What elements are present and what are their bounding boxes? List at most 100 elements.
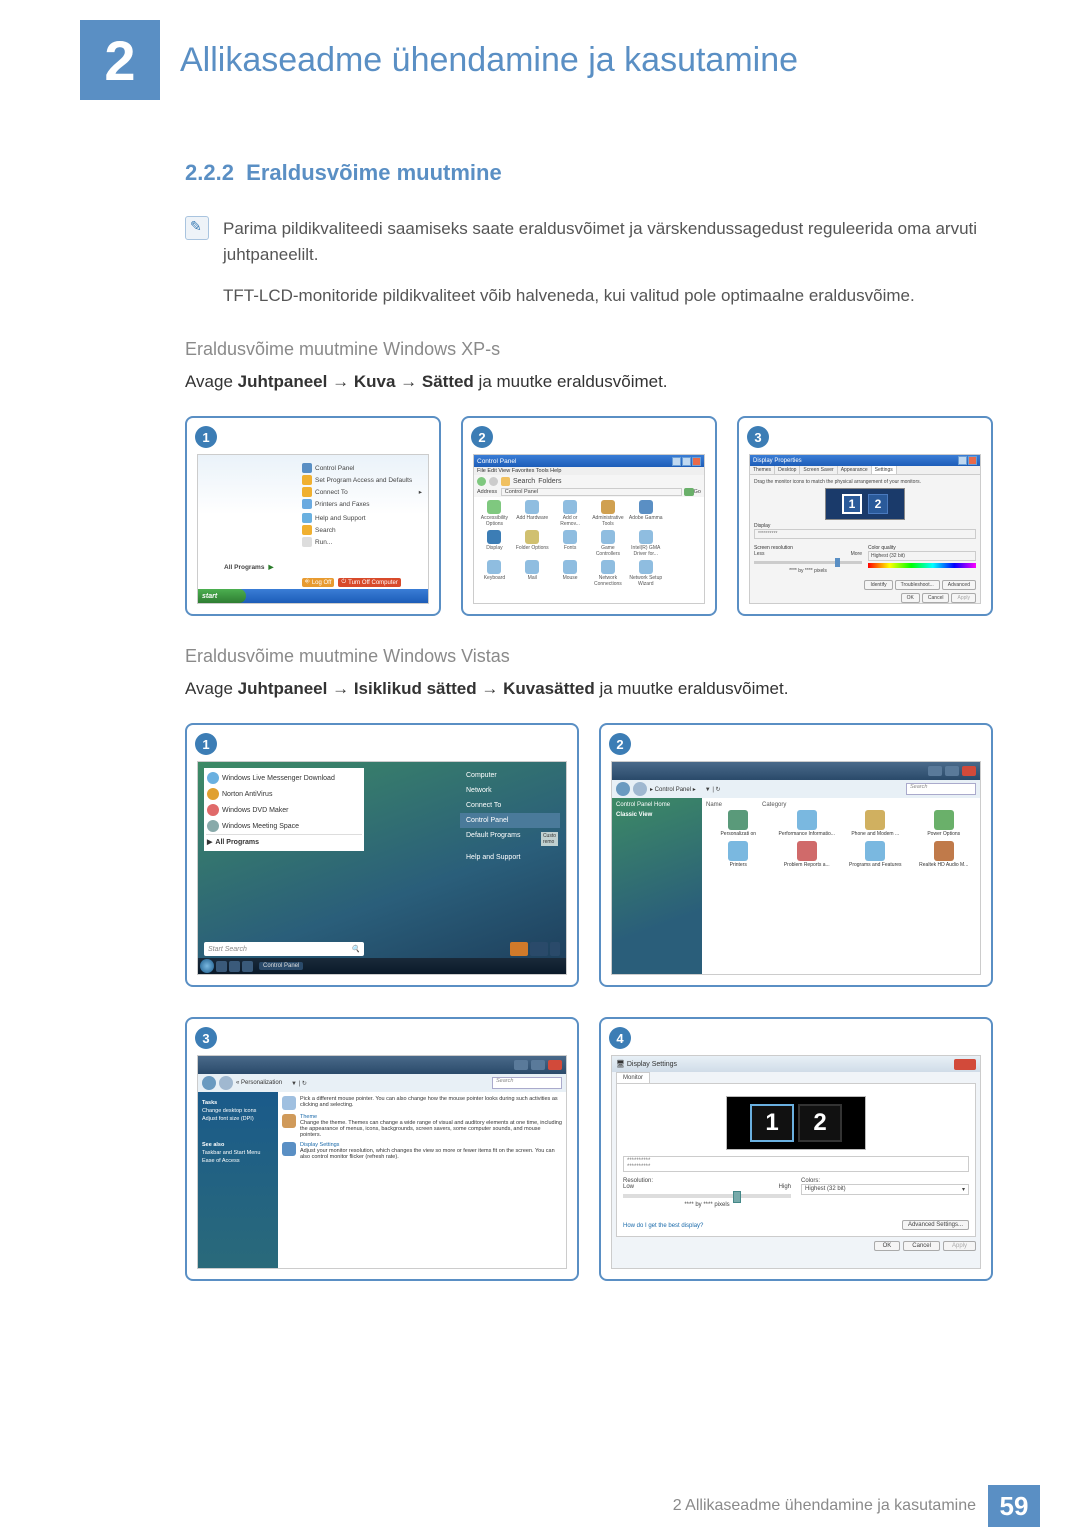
cp-item-display[interactable]: Display	[477, 530, 512, 557]
start-orb[interactable]	[200, 959, 214, 973]
cp-item[interactable]: Accessibility Options	[477, 500, 512, 527]
start-item[interactable]: Help and Support	[460, 850, 560, 865]
quicklaunch-icon[interactable]	[242, 961, 253, 972]
go-button[interactable]	[684, 488, 694, 496]
search-input[interactable]: Search	[492, 1077, 562, 1089]
sidebar-link[interactable]: Ease of Access	[202, 1158, 274, 1164]
apply-button[interactable]: Apply	[943, 1241, 976, 1251]
minimize-button[interactable]	[928, 766, 942, 776]
quicklaunch-icon[interactable]	[216, 961, 227, 972]
monitor-arrange[interactable]: 1 2	[726, 1096, 866, 1150]
start-item[interactable]: Run...	[302, 537, 422, 547]
display-dropdown[interactable]: **********	[754, 529, 976, 539]
cp-item[interactable]: Programs and Features	[843, 841, 908, 868]
cp-item[interactable]: Add Hardware	[515, 500, 550, 527]
cp-item[interactable]: Realtek HD Audio M...	[912, 841, 977, 868]
troubleshoot-button[interactable]: Troubleshoot...	[895, 580, 940, 590]
tab[interactable]: Desktop	[775, 466, 800, 474]
menu-button[interactable]	[550, 942, 560, 956]
sidebar-link[interactable]: Taskbar and Start Menu	[202, 1150, 274, 1156]
cp-item[interactable]: Keyboard	[477, 560, 512, 587]
back-button[interactable]	[202, 1076, 216, 1090]
cp-item[interactable]: Game Controllers	[590, 530, 625, 557]
turnoff-button[interactable]: ⏻Turn Off Computer	[338, 578, 400, 587]
start-item[interactable]: Computer	[460, 768, 560, 783]
logoff-button[interactable]: ⎆Log Off	[302, 578, 334, 587]
cp-item[interactable]: Administrative Tools	[590, 500, 625, 527]
forward-button[interactable]	[489, 477, 498, 486]
maximize-button[interactable]	[945, 766, 959, 776]
cancel-button[interactable]: Cancel	[903, 1241, 940, 1251]
cp-item[interactable]: Mail	[515, 560, 550, 587]
start-item[interactable]: Search	[302, 525, 422, 535]
pz-option[interactable]: ThemeChange the theme. Themes can change…	[282, 1114, 562, 1138]
sidebar-classic[interactable]: Classic View	[616, 812, 698, 818]
all-programs[interactable]: ▶All Programs	[206, 834, 362, 849]
quicklaunch-icon[interactable]	[229, 961, 240, 972]
cp-item[interactable]: Phone and Modem ...	[843, 810, 908, 837]
close-button[interactable]	[954, 1059, 976, 1070]
close-button[interactable]	[962, 766, 976, 776]
monitor-1[interactable]: 1	[842, 494, 862, 514]
sidebar-link[interactable]: Adjust font size (DPI)	[202, 1116, 274, 1122]
identify-button[interactable]: Identify	[864, 580, 892, 590]
color-dropdown[interactable]: Highest (32 bit)▾	[801, 1184, 969, 1195]
close-button[interactable]	[968, 456, 977, 465]
pz-option-display[interactable]: Display SettingsAdjust your monitor reso…	[282, 1142, 562, 1160]
address-value[interactable]: Control Panel	[501, 488, 682, 496]
advanced-button[interactable]: Advanced	[942, 580, 976, 590]
cp-item[interactable]: Intel(R) GMA Driver for...	[628, 530, 663, 557]
cp-item[interactable]: Power Options	[912, 810, 977, 837]
all-programs[interactable]: All Programs▶	[224, 563, 273, 571]
tab[interactable]: Screen Saver	[800, 466, 837, 474]
cp-item[interactable]: Problem Reports a...	[775, 841, 840, 868]
pz-option[interactable]: Pick a different mouse pointer. You can …	[282, 1096, 562, 1110]
monitor-1[interactable]: 1	[750, 1104, 794, 1142]
tab-settings[interactable]: Settings	[872, 466, 897, 474]
sleep-button[interactable]	[510, 942, 528, 956]
ok-button[interactable]: OK	[874, 1241, 901, 1251]
resolution-slider[interactable]	[623, 1194, 791, 1198]
cp-item[interactable]: Network Setup Wizard	[628, 560, 663, 587]
apply-button[interactable]: Apply	[951, 593, 976, 603]
help-button[interactable]	[958, 456, 967, 465]
cp-item[interactable]: Performance Informatio...	[775, 810, 840, 837]
sidebar-link[interactable]: Change desktop icons	[202, 1108, 274, 1114]
start-item[interactable]: Help and Support	[302, 513, 422, 523]
back-button[interactable]	[477, 477, 486, 486]
search-label[interactable]: Search	[513, 478, 535, 485]
color-dropdown[interactable]: Highest (32 bit)	[868, 551, 976, 561]
start-item[interactable]: Norton AntiVirus	[206, 786, 362, 802]
start-item[interactable]: Connect To	[460, 798, 560, 813]
start-item-controlpanel[interactable]: Control Panel	[302, 463, 422, 473]
tab-monitor[interactable]: Monitor	[616, 1072, 650, 1083]
minimize-button[interactable]	[672, 457, 681, 466]
monitor-dropdown[interactable]: ********** **********	[623, 1156, 969, 1172]
ok-button[interactable]: OK	[901, 593, 920, 603]
cp-item[interactable]: Network Connections	[590, 560, 625, 587]
start-item[interactable]: Windows Meeting Space	[206, 818, 362, 834]
tab[interactable]: Appearance	[838, 466, 872, 474]
cp-item[interactable]: Printers	[706, 841, 771, 868]
cp-item[interactable]: Adobe Gamma	[628, 500, 663, 527]
monitor-arrange[interactable]: 1 2	[825, 488, 905, 520]
cp-item[interactable]: Mouse	[553, 560, 588, 587]
close-button[interactable]	[548, 1060, 562, 1070]
sidebar-home[interactable]: Control Panel Home	[616, 802, 698, 808]
minimize-button[interactable]	[514, 1060, 528, 1070]
cancel-button[interactable]: Cancel	[922, 593, 950, 603]
help-link[interactable]: How do I get the best display?	[623, 1223, 703, 1229]
start-item[interactable]: Set Program Access and Defaults	[302, 475, 422, 485]
start-item[interactable]: Windows Live Messenger Download	[206, 770, 362, 786]
tab[interactable]: Themes	[750, 466, 775, 474]
forward-button[interactable]	[219, 1076, 233, 1090]
cp-item[interactable]: Fonts	[553, 530, 588, 557]
start-item[interactable]: Connect To▸	[302, 487, 422, 497]
start-item[interactable]: Windows DVD Maker	[206, 802, 362, 818]
start-button[interactable]: start	[198, 589, 246, 603]
cp-item[interactable]: Add or Remov...	[553, 500, 588, 527]
start-item[interactable]: Default ProgramsCusto remo	[460, 828, 560, 850]
close-button[interactable]	[692, 457, 701, 466]
start-search-input[interactable]: Start Search🔍	[204, 942, 364, 956]
monitor-2[interactable]: 2	[868, 494, 888, 514]
